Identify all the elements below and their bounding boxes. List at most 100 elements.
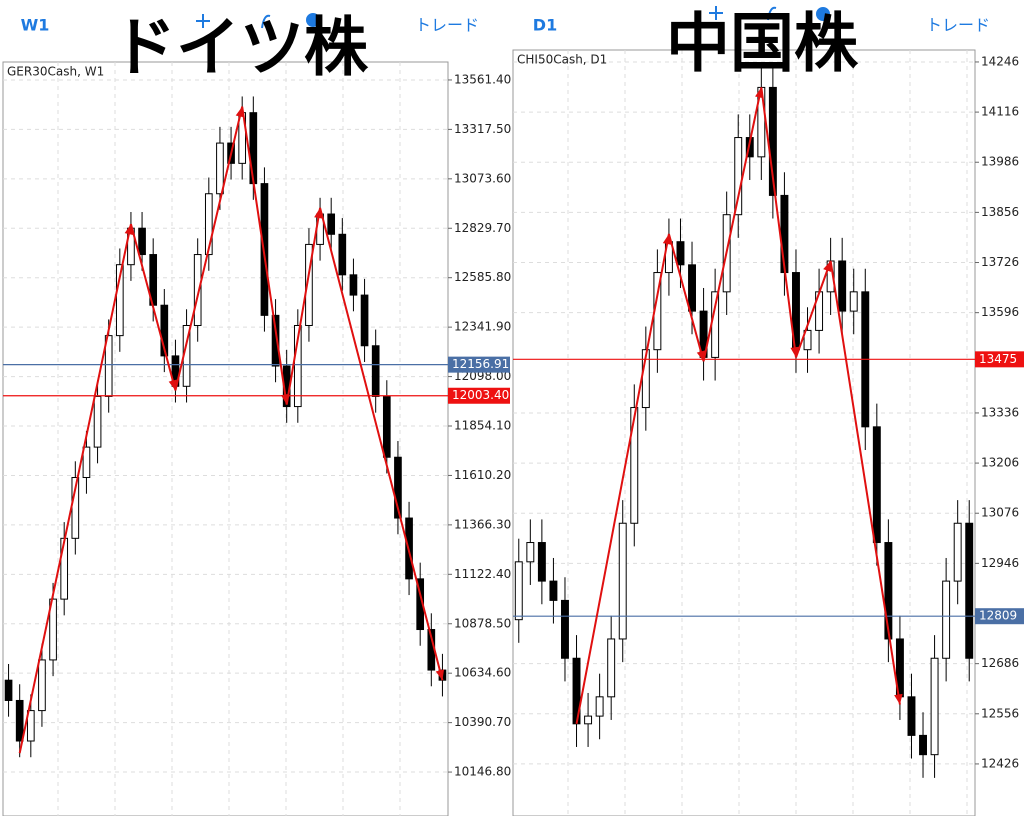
price-level-label: 13475 — [979, 352, 1017, 366]
price-level-tag — [448, 356, 510, 373]
arrowhead — [314, 207, 323, 219]
candle-body — [549, 580, 558, 601]
chart-frame — [2, 61, 449, 816]
overlay-title: ドイツ株 — [112, 12, 369, 86]
trade-button[interactable]: トレード — [415, 16, 479, 35]
candle-body — [607, 638, 616, 698]
y-tick-label: 12686 — [981, 656, 1019, 670]
toolbar-icons — [196, 6, 830, 29]
candle-body — [115, 264, 124, 337]
candle-body — [305, 243, 313, 326]
candle-body — [630, 407, 639, 524]
candle-body — [526, 542, 535, 563]
candle-body — [734, 137, 743, 216]
candle-body — [942, 580, 951, 659]
y-tick-label: 12585.80 — [454, 270, 511, 284]
candle-body — [872, 426, 881, 544]
candle-body — [953, 522, 962, 582]
y-tick-label: 13596 — [981, 305, 1019, 319]
candle-body — [584, 715, 593, 725]
candle-body — [514, 561, 523, 621]
y-tick-label: 11366.30 — [454, 517, 511, 531]
candle-body — [160, 304, 169, 357]
candle-body — [360, 294, 369, 347]
candle-body — [93, 395, 102, 448]
candle-body — [618, 522, 627, 640]
timeframe: W1 — [21, 16, 50, 35]
candle-body — [104, 335, 113, 397]
candle-body — [561, 599, 569, 659]
symbol-label: GER30Cash, W1 — [7, 65, 104, 79]
arrowhead — [235, 106, 245, 118]
trade-button[interactable]: トレード — [926, 16, 990, 35]
price-level-tag — [448, 387, 510, 404]
timeframe: D1 — [533, 16, 557, 35]
candle-body — [537, 542, 546, 582]
arrowhead — [280, 393, 290, 405]
y-tick-label: 13206 — [981, 456, 1019, 470]
y-tick-label: 14246 — [981, 54, 1019, 68]
y-tick-label: 12946 — [981, 556, 1019, 570]
candle-body — [688, 264, 696, 312]
y-tick-label: 10146.80 — [454, 765, 511, 779]
price-level-label: 12809 — [979, 609, 1017, 623]
y-tick-label: 12341.90 — [454, 320, 511, 334]
candle-body — [676, 241, 685, 266]
candle-body — [204, 193, 213, 256]
candle-body — [4, 679, 13, 701]
y-tick-label: 13856 — [981, 205, 1019, 219]
y-tick-label: 14116 — [981, 105, 1019, 119]
y-tick-label: 10390.70 — [454, 715, 511, 729]
arrowhead — [696, 350, 706, 362]
arrowhead — [435, 669, 445, 681]
candle-body — [216, 142, 224, 195]
y-tick-label: 13986 — [981, 155, 1019, 169]
y-tick-label: 11122.40 — [454, 567, 511, 581]
arrowhead — [755, 87, 764, 99]
candle-body — [803, 329, 812, 351]
candle-body — [193, 254, 202, 326]
candle-body — [249, 112, 258, 185]
y-tick-label: 12556 — [981, 706, 1019, 720]
arrowhead — [124, 224, 134, 235]
price-level-label: 12156.91 — [452, 357, 509, 371]
candle-body — [26, 710, 35, 742]
arrowhead — [662, 233, 672, 245]
candle-body — [930, 657, 939, 756]
candle-body — [849, 291, 858, 312]
y-tick-label: 10634.60 — [454, 666, 511, 680]
y-tick-label: 11854.10 — [454, 419, 511, 433]
y-tick-label: 12426 — [981, 756, 1019, 770]
candle-body — [768, 86, 777, 196]
candle-body — [965, 522, 974, 659]
overlay-title: 中国株 — [666, 8, 859, 82]
y-tick-label: 13076 — [981, 506, 1019, 520]
arrowhead — [168, 379, 177, 391]
candle-body — [38, 659, 46, 712]
candle-body — [82, 446, 91, 479]
candle-body — [15, 699, 24, 742]
y-tick-label: 13317.50 — [454, 122, 511, 136]
y-tick-label: 13726 — [981, 255, 1019, 269]
y-tick-label: 11610.20 — [454, 468, 511, 482]
price-level-label: 12003.40 — [452, 388, 509, 402]
y-tick-label: 13336 — [981, 405, 1019, 419]
price-level-tag — [975, 608, 1024, 625]
candle-body — [138, 227, 146, 256]
candle-body — [838, 260, 847, 312]
candle-body — [338, 233, 347, 276]
candle-body — [349, 274, 358, 296]
price-level-tag — [975, 351, 1024, 368]
y-tick-label: 10878.50 — [454, 616, 511, 630]
candle-body — [394, 456, 402, 519]
arrowhead — [894, 693, 903, 705]
candle-body — [271, 314, 280, 367]
candle-body — [293, 324, 302, 408]
arrowhead — [790, 346, 799, 358]
candle-body — [382, 395, 391, 458]
symbol-label: CHI50Cash, D1 — [517, 53, 607, 67]
candle-body — [371, 345, 380, 397]
candle-body — [919, 734, 927, 756]
arrowhead — [823, 260, 832, 272]
